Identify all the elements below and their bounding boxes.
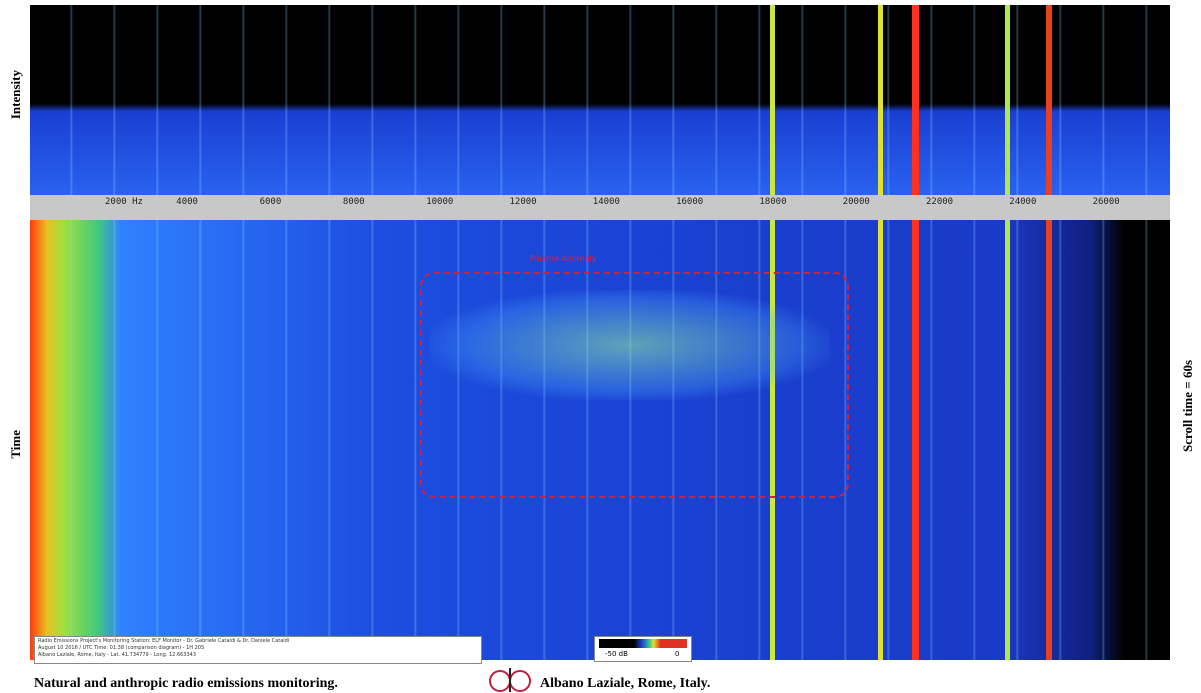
frequency-label: 10000 — [426, 197, 454, 207]
frequency-label: 16000 — [676, 197, 704, 207]
info-box: Radio Emissions Project's Monitoring Sta… — [34, 636, 482, 664]
color-scale: -50 dB 0 — [594, 636, 692, 662]
frequency-label: 8000 — [342, 197, 365, 207]
signal-line — [1046, 5, 1052, 660]
scale-label: -50 dB — [605, 650, 628, 658]
annotation: Plasma Anomaly — [530, 254, 597, 263]
frequency-label: 14000 — [592, 197, 620, 207]
time-label: Time — [8, 430, 23, 459]
frequency-label: 18000 — [759, 197, 787, 207]
signal-line — [1005, 5, 1010, 660]
frequency-label: 4000 — [176, 197, 198, 207]
frequency-label: 12000 — [509, 197, 537, 207]
frequency-label: 24000 — [1009, 197, 1037, 207]
signal-line — [878, 5, 883, 660]
scale-label: 0 — [675, 650, 680, 658]
frequency-label: 6000 — [259, 197, 282, 207]
caption-left: Natural and anthropic radio emissions mo… — [34, 676, 338, 691]
scroll-label: Scroll time = 60s — [1180, 360, 1195, 453]
anomaly-box — [420, 272, 849, 498]
info-line: Albano Laziale, Rome, Italy - Lat. 41.73… — [38, 652, 197, 658]
signal-line — [912, 5, 919, 660]
logo — [489, 668, 531, 692]
frequency-label: 2000 Hz — [105, 197, 143, 207]
emission-cloud — [430, 290, 830, 400]
info-line: Radio Emissions Project's Monitoring Sta… — [38, 638, 290, 644]
info-line: August 10 2016 / UTC Time: 01:38 (compar… — [38, 645, 205, 651]
frequency-label: 26000 — [1092, 197, 1120, 207]
intensity-panel — [30, 5, 1170, 195]
frequency-label: 20000 — [842, 197, 870, 207]
caption-right: Albano Laziale, Rome, Italy. — [540, 676, 711, 691]
color-bar — [599, 639, 687, 648]
frequency-axis: 2000 Hz 4000 6000 8000 10000 12000 14000 16000 1… — [30, 195, 1170, 220]
frequency-label: 22000 — [926, 197, 954, 207]
intensity-label: Intensity — [8, 70, 23, 120]
